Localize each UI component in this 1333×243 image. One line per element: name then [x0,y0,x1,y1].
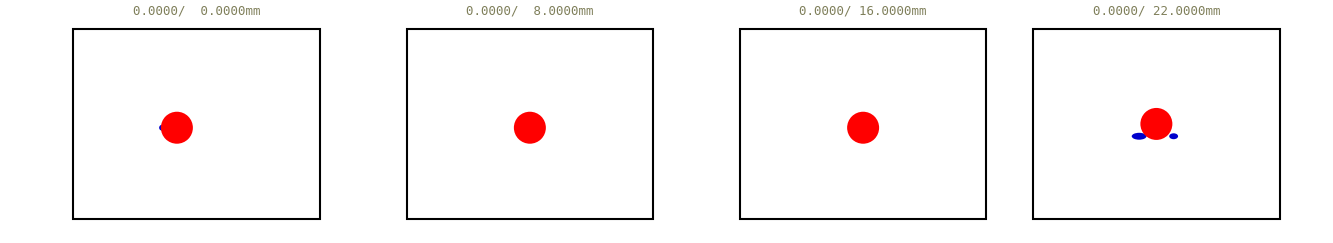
Bar [73,29,320,219]
Ellipse shape [161,112,193,144]
Ellipse shape [159,125,165,131]
Text: 0.0000/  8.0000mm: 0.0000/ 8.0000mm [467,4,593,17]
Ellipse shape [857,132,869,138]
Bar [407,29,653,219]
Text: 0.0000/ 16.0000mm: 0.0000/ 16.0000mm [800,4,926,17]
Ellipse shape [848,112,880,144]
Text: 0.0000/ 22.0000mm: 0.0000/ 22.0000mm [1093,4,1220,17]
Bar [1033,29,1280,219]
Text: 0.0000/  0.0000mm: 0.0000/ 0.0000mm [133,4,260,17]
Ellipse shape [1141,108,1173,140]
Ellipse shape [1169,133,1178,139]
Ellipse shape [1132,133,1146,140]
Ellipse shape [173,115,180,119]
Bar [740,29,986,219]
Ellipse shape [515,112,547,144]
